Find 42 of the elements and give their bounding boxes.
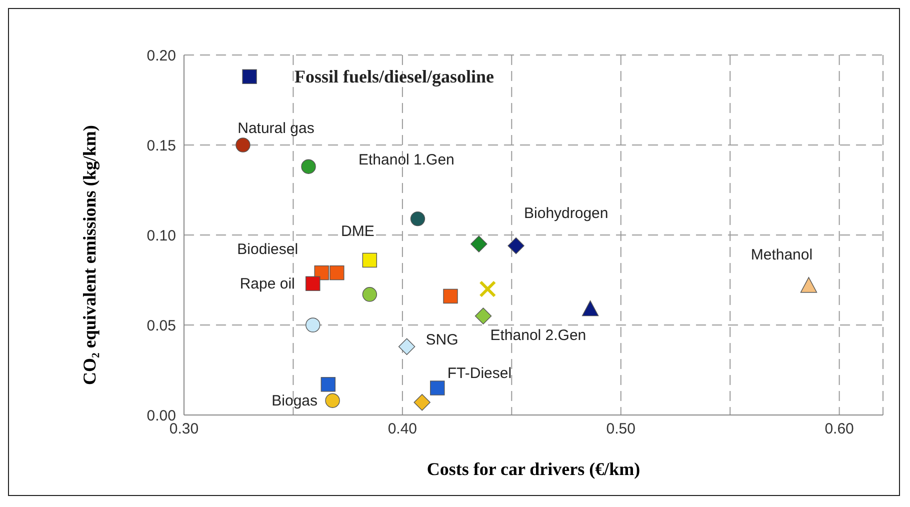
x-tick-label: 0.60 (824, 420, 854, 438)
point (474, 308, 492, 324)
series-label: Methanol (750, 246, 813, 264)
point (800, 277, 818, 293)
series-label: Biohydrogen (524, 204, 608, 222)
x-tick-label: 0.40 (388, 420, 418, 438)
x-tick-label: 0.50 (606, 420, 636, 438)
series-label: Natural gas (238, 120, 314, 137)
point (320, 377, 336, 392)
x-axis-title: Costs for car drivers (€/km) (426, 459, 640, 479)
point (470, 236, 488, 252)
point (508, 237, 524, 254)
point (242, 69, 257, 84)
y-tick-label: 0.15 (146, 137, 176, 154)
series-label: DME (341, 223, 374, 240)
text: Ethanol 1.Gen (358, 152, 454, 169)
series-label: FT-Diesel (447, 365, 512, 382)
point (306, 318, 320, 332)
point (582, 300, 599, 316)
series-label: Biogas (272, 392, 318, 410)
point (325, 393, 340, 408)
point (362, 287, 378, 302)
point (236, 138, 250, 152)
point (443, 288, 458, 304)
text: Fossil fuels/diesel/gasoline (294, 66, 494, 87)
point (414, 394, 430, 411)
point (301, 159, 316, 174)
point (362, 252, 378, 268)
series-label: Rape oil (240, 276, 295, 293)
point (430, 380, 445, 396)
point (398, 338, 416, 355)
series-label: SNG (426, 332, 458, 349)
y-tick-label: 0.05 (146, 317, 176, 334)
series-label: Ethanol 2.Gen (490, 327, 586, 344)
y-axis-title: CO₂ equivalent emissions (kg/km) (79, 125, 100, 385)
y-tick-label: 0.10 (146, 227, 176, 244)
series-label: Biodiesel (237, 240, 298, 258)
point (410, 211, 426, 226)
point (306, 276, 320, 291)
y-tick-label: 0.20 (146, 47, 176, 64)
point (330, 265, 344, 280)
point (479, 280, 496, 298)
